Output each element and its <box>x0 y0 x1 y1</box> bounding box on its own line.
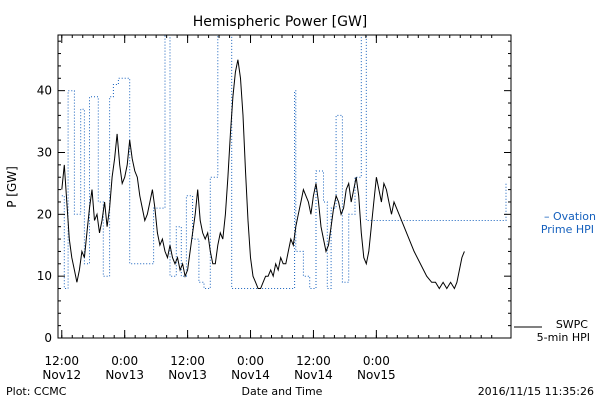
x-axis: 12:00Nov120:00Nov1312:00Nov130:00Nov1412… <box>42 35 493 382</box>
x-axis-label: Date and Time <box>242 385 323 398</box>
x-tick-day-label: Nov13 <box>168 368 207 382</box>
x-tick-time-label: 0:00 <box>111 354 138 368</box>
y-tick-label: 40 <box>37 84 52 98</box>
series-layer <box>61 34 507 290</box>
x-tick-time-label: 0:00 <box>237 354 264 368</box>
chart-title: Hemispheric Power [GW] <box>193 14 368 30</box>
y-axis-label: P [GW] <box>5 166 19 208</box>
y-axis: 0 10 20 30 40 <box>37 40 511 345</box>
y-tick-label: 10 <box>37 269 52 283</box>
x-tick-day-label: Nov15 <box>357 368 396 382</box>
x-tick-day-label: Nov14 <box>294 368 333 382</box>
x-tick-day-label: Nov12 <box>42 368 81 382</box>
x-tick-time-label: 12:00 <box>44 354 79 368</box>
legend-swpc-line1: SWPC <box>556 318 588 331</box>
x-tick-day-label: Nov13 <box>105 368 144 382</box>
legend-swpc-line2: 5-min HPI <box>537 331 590 344</box>
x-tick-time-label: 12:00 <box>296 354 331 368</box>
legend-ovation-line1: – Ovation <box>544 210 596 223</box>
y-tick-label: 30 <box>37 145 52 159</box>
x-tick-time-label: 12:00 <box>170 354 205 368</box>
plot-frame <box>57 34 512 339</box>
footer-credit: Plot: CCMC <box>6 385 67 398</box>
x-tick-time-label: 0:00 <box>363 354 390 368</box>
series-line-swpc <box>61 59 465 290</box>
footer-timestamp: 2016/11/15 11:35:26 <box>478 385 594 398</box>
y-tick-label: 0 <box>44 331 52 345</box>
legend-ovation-line2: Prime HPI <box>541 223 594 236</box>
y-tick-label: 20 <box>37 207 52 221</box>
x-tick-day-label: Nov14 <box>231 368 270 382</box>
